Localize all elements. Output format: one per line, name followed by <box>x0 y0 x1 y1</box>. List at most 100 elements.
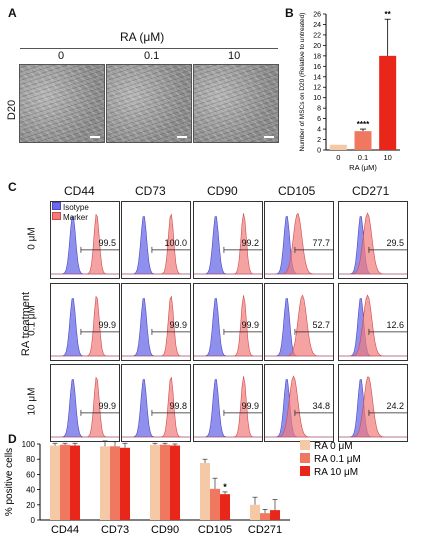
y-tick-label: 26 <box>313 12 321 19</box>
histogram-plot <box>122 295 190 357</box>
positive-percentage: 99.9 <box>241 400 259 411</box>
bar <box>354 131 372 150</box>
histogram-cd44-row-1: 99.9 <box>50 283 120 361</box>
micrograph-ra-0 <box>19 64 105 143</box>
positive-percentage: 99.5 <box>98 237 116 248</box>
panel-d-label: D <box>8 432 17 446</box>
y-tick-label: 60 <box>26 470 35 479</box>
positive-percentage: 52.7 <box>312 319 330 330</box>
marker-histogram <box>339 212 407 275</box>
legend-isotype-label: Isotype <box>63 203 89 212</box>
ra-concentration-header: RA (μM) <box>120 30 165 44</box>
y-axis-title: Number of MSCs on D20 (Relative to untre… <box>299 13 306 152</box>
positive-percentage: 99.2 <box>241 237 259 248</box>
histogram-plot <box>339 376 407 438</box>
positive-percentage: 100.0 <box>164 237 187 248</box>
day-row-label: D20 <box>6 99 19 121</box>
x-tick-label: CD271 <box>248 524 282 536</box>
y-tick-label: 16 <box>313 64 321 71</box>
histogram-cd90-row-0: 99.2 <box>193 201 263 279</box>
y-tick-label: 10 <box>313 95 321 102</box>
histogram-plot <box>194 295 262 357</box>
treatment-row-label: 0 μM <box>26 227 38 250</box>
histogram-cd105-row-1: 52.7 <box>264 283 334 361</box>
legend-marker-label: Marker <box>63 213 88 222</box>
histogram-plot <box>265 294 333 357</box>
y-axis-title: % positive cells <box>4 448 15 516</box>
histogram-plot <box>51 376 119 438</box>
y-tick-label: 80 <box>26 455 35 464</box>
histogram-cd271-row-1: 12.6 <box>338 283 408 361</box>
positive-percentage: 99.9 <box>169 319 187 330</box>
histogram-plot <box>265 375 333 438</box>
marker-histogram <box>194 213 262 275</box>
histogram-plot <box>339 212 407 275</box>
bar <box>170 445 180 520</box>
marker-histogram <box>339 376 407 438</box>
conc-label-0: 0 <box>58 50 65 62</box>
histogram-cd271-row-2: 24.2 <box>338 364 408 442</box>
bar <box>200 463 210 520</box>
x-tick-label: CD73 <box>101 524 129 536</box>
histogram-cd105-row-2: 34.8 <box>264 364 334 442</box>
marker-histogram <box>122 295 190 357</box>
bar <box>110 446 120 520</box>
x-tick-label: CD105 <box>198 524 232 536</box>
histogram-plot <box>265 212 333 275</box>
positive-percentage: 99.9 <box>98 319 116 330</box>
y-tick-label: 18 <box>313 53 321 60</box>
panel-d-chart: 0 20 40 60 80 100 CD44 CD73 CD90 CD105 CD271 * % pos… <box>4 440 361 536</box>
histogram-cd73-row-2: 99.8 <box>121 364 191 442</box>
legend-swatch <box>300 453 310 463</box>
marker-histogram <box>122 376 190 438</box>
histogram-cd44-row-0: 99.5 <box>50 201 120 279</box>
marker-histogram <box>265 375 333 438</box>
bar <box>100 446 110 520</box>
x-tick-label: 10 <box>383 153 391 162</box>
x-tick-label: CD90 <box>151 524 179 536</box>
marker-histogram <box>51 295 119 357</box>
micrograph-ra-10 <box>193 64 279 143</box>
scale-bar <box>90 136 100 138</box>
marker-header-cd271: CD271 <box>352 184 390 198</box>
bar <box>120 447 130 520</box>
histogram-cd73-row-0: 100.0 <box>121 201 191 279</box>
legend-label: RA 0 μM <box>314 441 353 452</box>
panel-c-label: C <box>8 180 17 194</box>
legend-swatch <box>52 212 61 220</box>
y-tick-label: 40 <box>26 486 35 495</box>
bar <box>50 445 60 520</box>
x-tick-label: CD44 <box>51 524 79 536</box>
treatment-row-label: 10 μM <box>26 387 38 416</box>
marker-histogram <box>339 294 407 357</box>
panel-b-label: B <box>285 6 294 20</box>
y-tick-label: 22 <box>313 32 321 39</box>
marker-histogram <box>51 213 119 275</box>
micrograph-ra-0.1 <box>106 64 192 143</box>
y-tick-label: 0 <box>317 148 321 155</box>
legend-marker: Marker <box>52 212 89 222</box>
bar <box>220 494 230 520</box>
panel-a-label: A <box>8 6 17 20</box>
bar <box>270 510 280 520</box>
bar <box>70 445 80 520</box>
x-tick-label: 0.1 <box>358 153 368 162</box>
bar <box>210 488 220 520</box>
y-tick-label: 12 <box>313 85 321 92</box>
positive-percentage: 34.8 <box>312 400 330 411</box>
histogram-plot <box>339 294 407 357</box>
histogram-plot <box>122 376 190 438</box>
y-tick-label: 100 <box>22 440 36 449</box>
y-tick-label: 4 <box>317 127 321 134</box>
scale-bar <box>264 136 274 138</box>
marker-header-cd90: CD90 <box>207 184 238 198</box>
marker-histogram <box>194 295 262 357</box>
positive-percentage: 77.7 <box>312 237 330 248</box>
histogram-cd105-row-0: 77.7 <box>264 201 334 279</box>
y-tick-label: 2 <box>317 137 321 144</box>
histogram-cd90-row-1: 99.9 <box>193 283 263 361</box>
y-tick-label: 0 <box>31 516 36 525</box>
legend-label: RA 10 μM <box>314 467 358 478</box>
bar <box>329 144 347 150</box>
